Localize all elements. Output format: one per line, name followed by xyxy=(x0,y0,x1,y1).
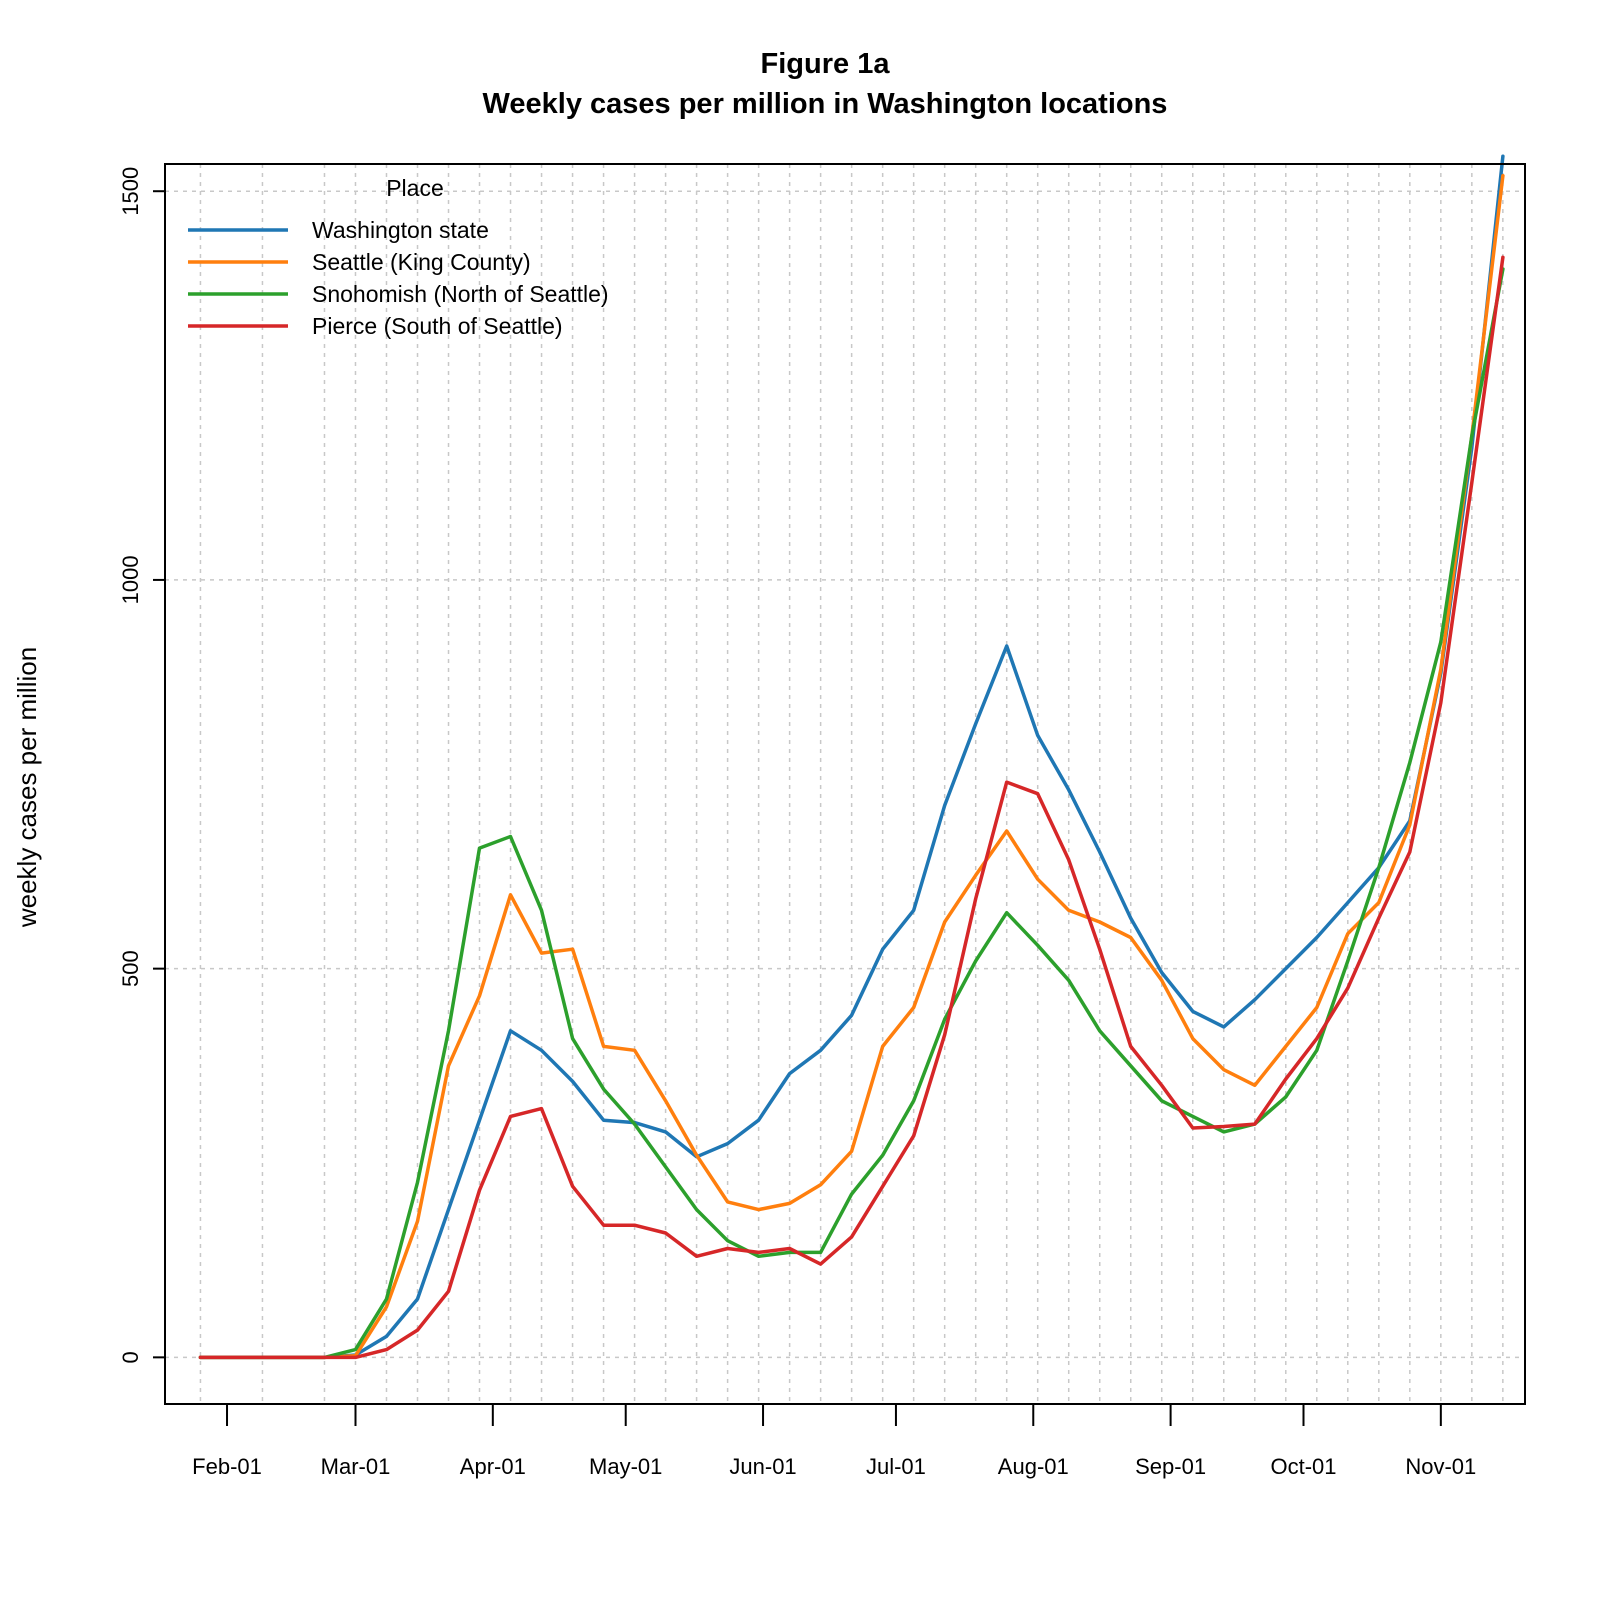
series-line-4 xyxy=(198,255,1505,1360)
x-tick-label: Apr-01 xyxy=(460,1454,526,1479)
legend-entry: Washington state xyxy=(312,217,489,243)
legend-entry: Snohomish (North of Seattle) xyxy=(312,281,609,307)
series-line-3 xyxy=(198,267,1505,1360)
chart-title: Figure 1a xyxy=(761,48,891,80)
y-tick-label: 1000 xyxy=(118,555,143,604)
legend: Place Washington state Seattle (King Coun… xyxy=(188,175,609,339)
y-tick-label: 1500 xyxy=(118,167,143,216)
series-line-2 xyxy=(198,173,1505,1360)
gridlines xyxy=(165,164,1525,1404)
plot-frame xyxy=(164,163,1526,1405)
legend-entry: Seattle (King County) xyxy=(312,249,531,275)
y-axis-title: weekly cases per million xyxy=(12,647,42,928)
legend-title: Place xyxy=(386,175,444,201)
x-tick-label: Feb-01 xyxy=(192,1454,262,1479)
x-tick-label: May-01 xyxy=(589,1454,662,1479)
x-tick-label: Nov-01 xyxy=(1405,1454,1476,1479)
series-lines xyxy=(198,154,1505,1360)
legend-entry: Pierce (South of Seattle) xyxy=(312,313,563,339)
x-tick-label: Aug-01 xyxy=(998,1454,1069,1479)
y-tick-label: 500 xyxy=(118,950,143,987)
x-tick-label: Oct-01 xyxy=(1270,1454,1336,1479)
y-tick-label: 0 xyxy=(118,1351,143,1363)
x-tick-label: Mar-01 xyxy=(321,1454,391,1479)
series-line-1 xyxy=(198,154,1505,1360)
axes: 0 500 1000 1500 Feb-01 Mar-01 Apr-01 May-01 Jun-… xyxy=(118,167,1476,1479)
x-tick-label: Jun-01 xyxy=(729,1454,796,1479)
chart-subtitle: Weekly cases per million in Washington l… xyxy=(483,88,1168,120)
x-tick-label: Sep-01 xyxy=(1135,1454,1206,1479)
x-tick-label: Jul-01 xyxy=(866,1454,926,1479)
